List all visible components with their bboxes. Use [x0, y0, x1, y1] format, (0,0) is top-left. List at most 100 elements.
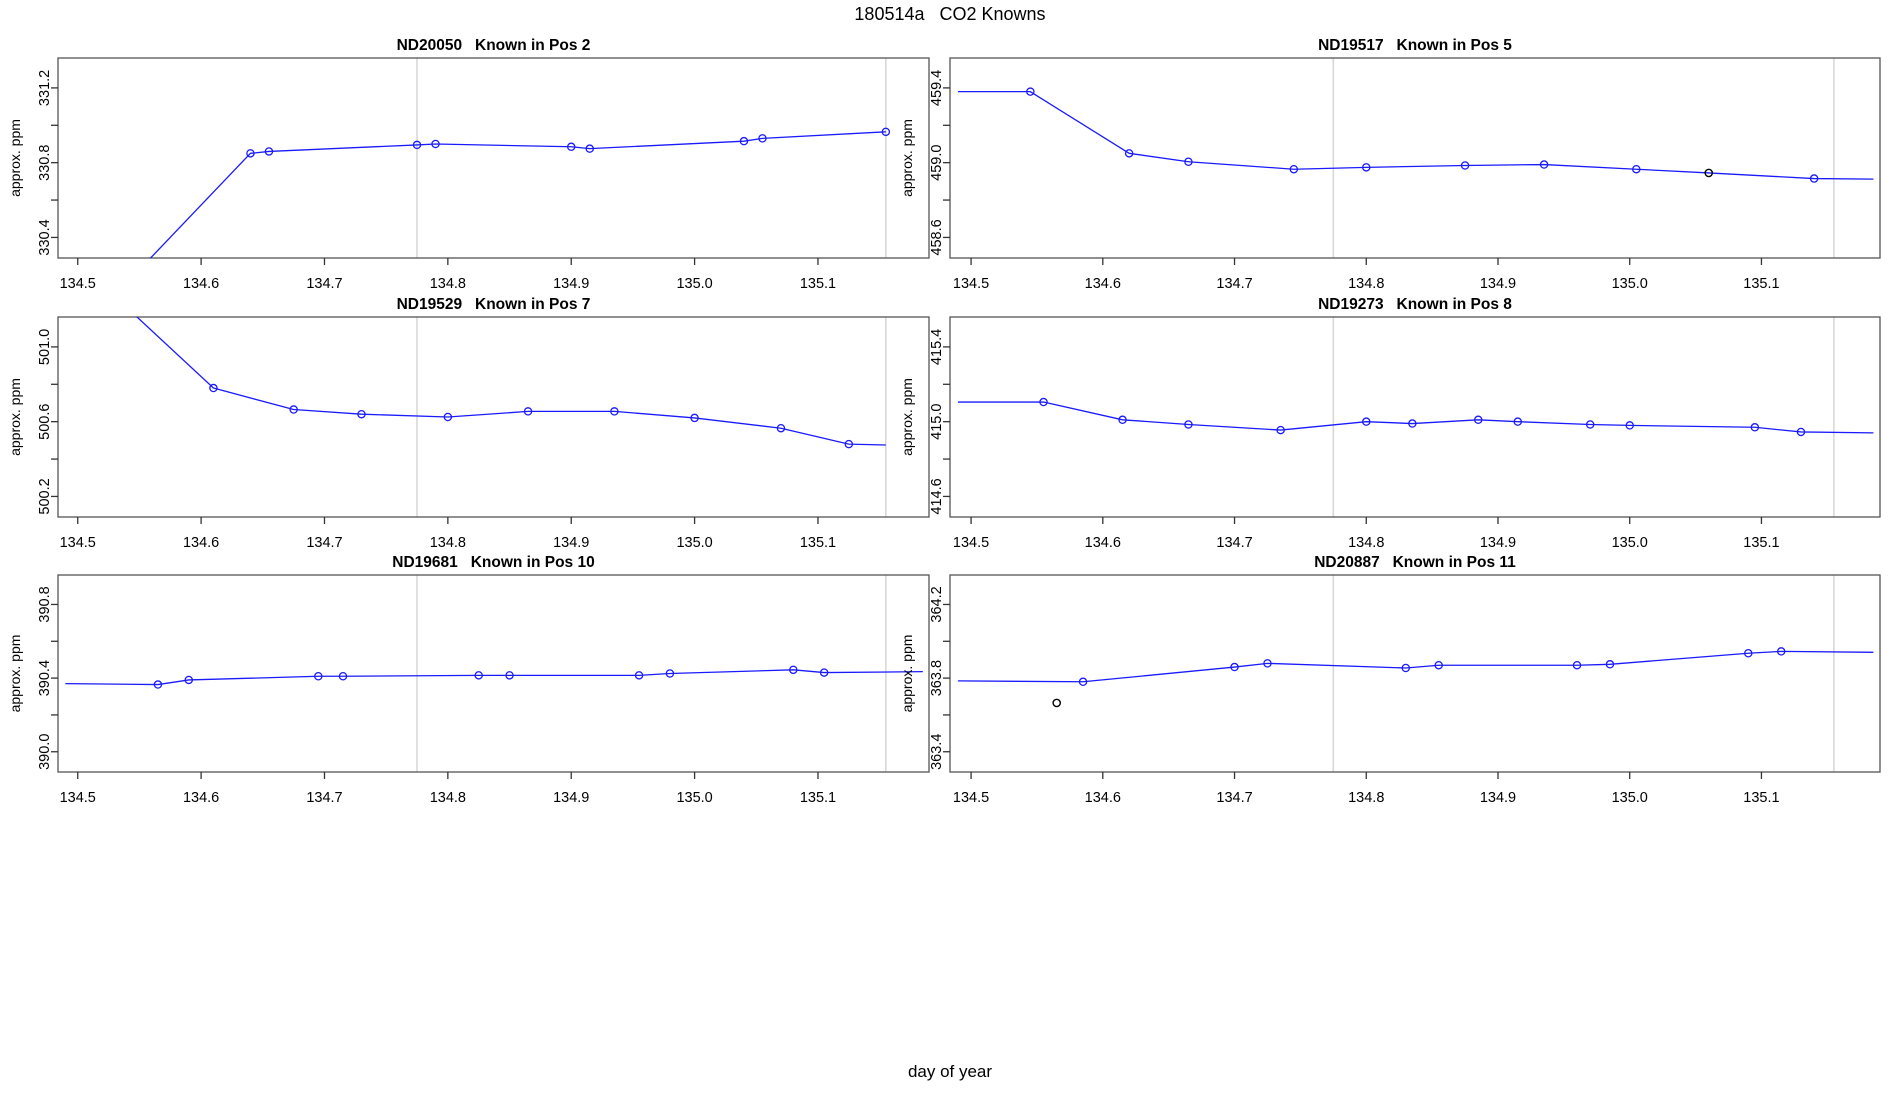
panel-title: ND19529 Known in Pos 7 [397, 296, 591, 313]
y-axis-title: approx. ppm [7, 635, 23, 713]
x-tick-label: 134.9 [553, 276, 589, 292]
y-axis-title: approx. ppm [7, 378, 23, 456]
data-point [523, 407, 533, 416]
x-tick-label: 134.7 [1216, 535, 1252, 551]
data-point [1078, 677, 1088, 687]
data-point [289, 405, 298, 414]
data-point [789, 665, 798, 675]
panel-ND20887: 363.4 363.8 364.2 approx. ppm 134.5 134.6 134.… [899, 554, 1881, 806]
x-axis-label: day of year [907, 1062, 993, 1081]
data-line [957, 401, 1874, 434]
data-point [1124, 149, 1134, 158]
data-point [690, 413, 699, 423]
x-tick-label: 134.8 [1348, 535, 1384, 551]
x-tick-label: 134.8 [1348, 790, 1384, 806]
data-point [431, 139, 440, 149]
x-tick-label: 134.6 [1085, 535, 1121, 551]
x-tick-label: 134.9 [1480, 790, 1516, 806]
plot-box [57, 316, 930, 518]
data-point [1408, 419, 1417, 428]
x-tick-label: 135.1 [800, 790, 836, 806]
y-tick-label: 459.0 [929, 145, 945, 181]
data-line [149, 131, 886, 258]
x-tick-label: 134.6 [183, 790, 219, 806]
data-layer [957, 647, 1874, 708]
x-tick-label: 134.9 [553, 535, 589, 551]
y-tick-label: 415.0 [929, 404, 945, 440]
y-axis-title: approx. ppm [899, 119, 915, 197]
x-tick-label: 134.6 [183, 276, 219, 292]
y-tick-label: 390.4 [37, 660, 53, 696]
outlier-point [1052, 698, 1061, 708]
data-point [357, 409, 366, 419]
data-point [1039, 397, 1048, 407]
panel-title: ND19681 Known in Pos 10 [392, 554, 594, 571]
x-tick-label: 134.8 [430, 276, 466, 292]
data-point [1572, 660, 1582, 670]
y-tick-label: 500.6 [37, 404, 53, 440]
data-point [1796, 427, 1806, 437]
x-tick-label: 135.1 [800, 535, 836, 551]
data-line [136, 317, 886, 446]
x-tick-label: 134.7 [1216, 790, 1252, 806]
data-point [776, 423, 786, 433]
x-tick-label: 134.6 [1085, 276, 1121, 292]
x-tick-label: 134.8 [430, 535, 466, 551]
panel-ND19681: 390.0 390.4 390.8 approx. ppm 134.5 134.6 134.… [7, 554, 930, 806]
y-axis-title: approx. ppm [899, 635, 915, 713]
panel-title: ND19517 Known in Pos 5 [1318, 37, 1512, 54]
data-layer [136, 317, 886, 449]
panel-ND19517: 458.6 459.0 459.4 approx. ppm 134.5 134.6 134.… [899, 37, 1881, 292]
plot-box [949, 316, 1881, 518]
x-tick-label: 134.5 [953, 276, 989, 292]
y-tick-label: 330.8 [37, 145, 53, 181]
data-point [184, 675, 194, 685]
data-point [443, 412, 453, 422]
x-tick-label: 134.8 [1348, 276, 1384, 292]
panel-ND20050: 330.4 330.8 331.2 approx. ppm 134.5 134.6 134.… [7, 37, 930, 292]
data-point [1184, 420, 1193, 429]
data-point [1744, 648, 1753, 658]
data-point [314, 672, 323, 681]
data-point [209, 383, 218, 393]
data-point [665, 669, 675, 678]
y-tick-label: 414.6 [929, 478, 945, 514]
data-point [1289, 164, 1299, 174]
data-point [739, 136, 749, 146]
data-point [844, 439, 854, 449]
panel-title: ND20050 Known in Pos 2 [397, 37, 591, 54]
x-tick-label: 134.7 [306, 276, 342, 292]
data-point [566, 142, 576, 152]
data-point [1401, 663, 1411, 673]
data-point [338, 672, 348, 681]
x-tick-label: 134.7 [1216, 276, 1252, 292]
data-point [1750, 423, 1760, 432]
x-tick-label: 134.7 [306, 790, 342, 806]
data-point [1118, 415, 1127, 425]
x-tick-label: 134.6 [1085, 790, 1121, 806]
data-line [65, 669, 923, 686]
data-point [412, 140, 422, 150]
x-tick-label: 135.0 [1612, 276, 1648, 292]
panel-ND19529: 500.2 500.6 501.0 approx. ppm 134.5 134.6 134.… [7, 296, 930, 551]
x-tick-label: 134.5 [60, 276, 96, 292]
panel-ND19273: 414.6 415.0 415.4 approx. ppm 134.5 134.6 134.… [899, 296, 1881, 551]
y-tick-label: 415.4 [929, 329, 945, 365]
data-point [474, 671, 483, 680]
x-tick-label: 134.6 [183, 535, 219, 551]
x-tick-label: 134.7 [306, 535, 342, 551]
x-tick-label: 134.5 [953, 535, 989, 551]
data-point [1776, 647, 1786, 656]
plot-box [949, 574, 1881, 773]
y-tick-label: 500.2 [37, 478, 53, 514]
x-tick-label: 135.1 [800, 276, 836, 292]
plot-box [57, 574, 930, 773]
data-point [1026, 87, 1035, 96]
outlier-point [1704, 168, 1714, 178]
data-point [585, 144, 594, 153]
x-tick-label: 134.5 [953, 790, 989, 806]
data-line [957, 90, 1874, 180]
y-tick-label: 390.0 [37, 734, 53, 770]
data-point [881, 127, 891, 137]
